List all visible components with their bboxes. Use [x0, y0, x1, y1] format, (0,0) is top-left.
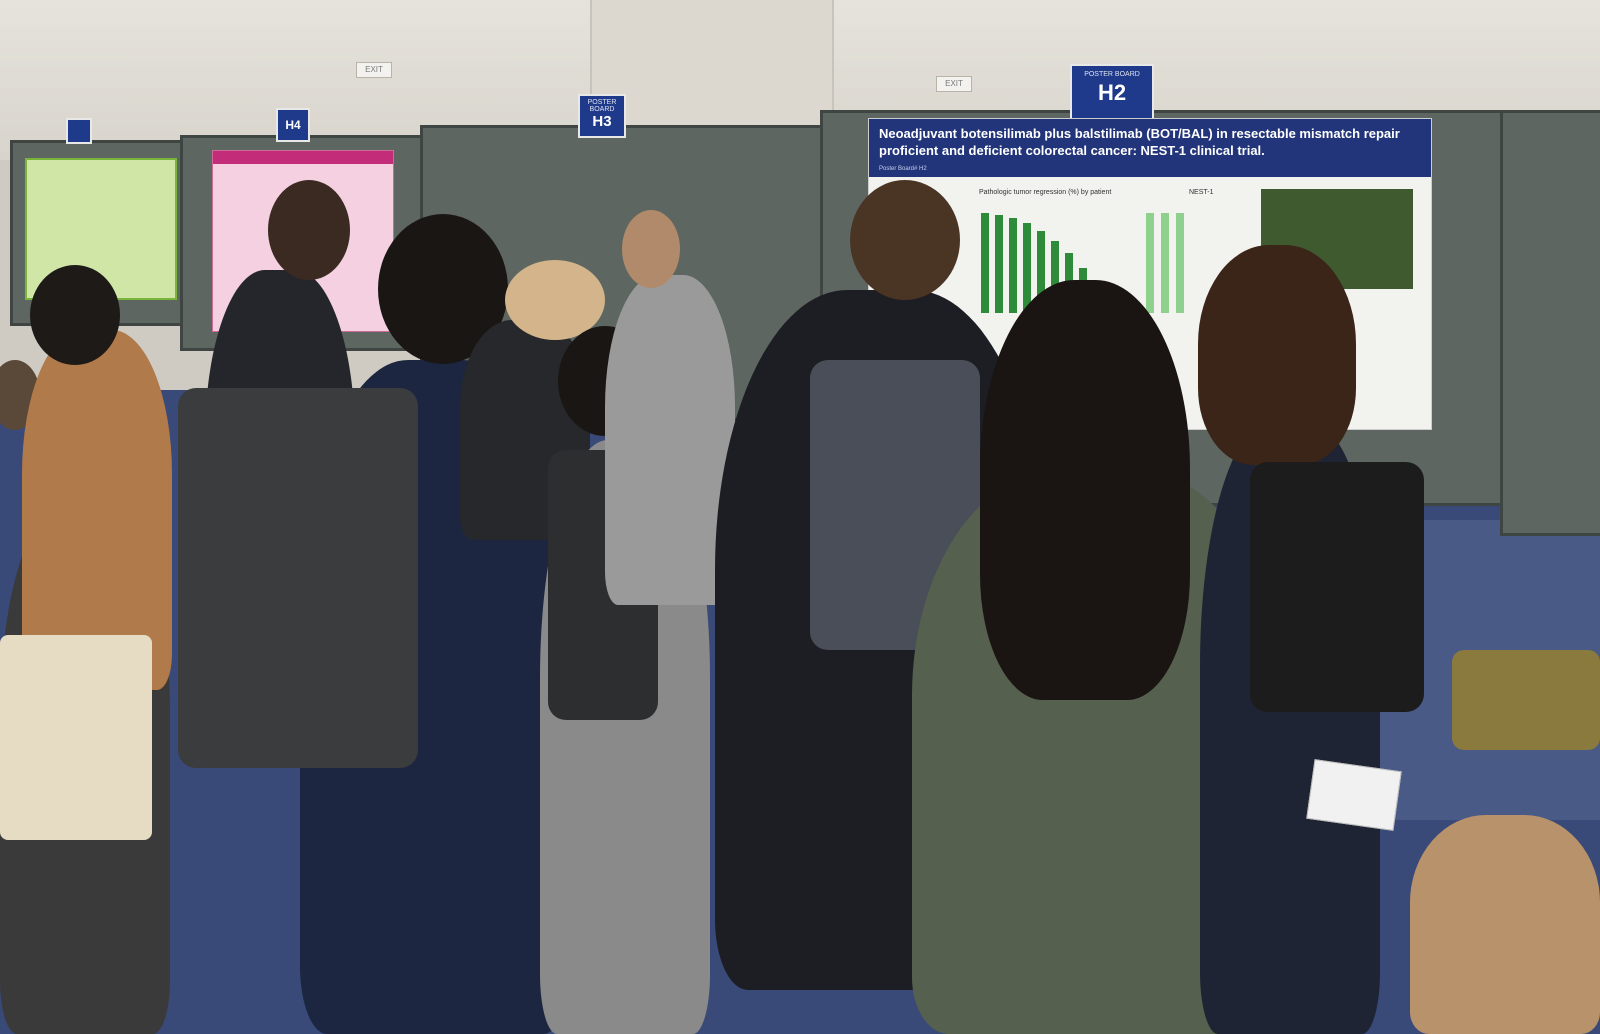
exit-sign: EXIT — [356, 62, 392, 78]
person-head — [622, 210, 680, 288]
poster-section-label: NEST-1 — [1189, 189, 1214, 196]
person-tan-coat — [22, 330, 172, 690]
person-head — [1198, 245, 1356, 465]
person-head — [30, 265, 120, 365]
poster-board-right — [1500, 110, 1600, 536]
leather-backpack — [1250, 462, 1424, 712]
poster-bar — [1051, 241, 1059, 313]
wall-pillar — [590, 0, 834, 140]
poster-bar — [1161, 213, 1169, 313]
poster-board-number: Poster Board# H2 — [879, 166, 927, 172]
board-sign-h4: H4 — [276, 108, 310, 142]
board-sign-small — [66, 118, 92, 144]
presenter-gray-suit — [605, 275, 735, 605]
board-sign-h2-label: H2 — [1097, 80, 1127, 105]
board-sign-h3-label: H3 — [592, 113, 612, 130]
poster-green — [25, 158, 177, 300]
poster-title: Neoadjuvant botensilimab plus balstilima… — [869, 119, 1431, 165]
bag-on-floor — [1452, 650, 1600, 750]
person-long-hair — [980, 280, 1190, 700]
poster-bar — [981, 213, 989, 313]
poster-bar — [1023, 223, 1031, 313]
poster-bar — [1009, 218, 1017, 313]
poster-pink-header — [213, 151, 393, 164]
gray-backpack — [178, 388, 418, 768]
exit-sign-right: EXIT — [936, 76, 972, 92]
person-foreground-right — [1410, 815, 1600, 1034]
papers-on-floor — [1306, 759, 1402, 831]
person-head — [268, 180, 350, 280]
person-head — [505, 260, 605, 340]
board-sign-h2: POSTER BOARD H2 — [1070, 64, 1154, 124]
poster-board-label: Poster Board# H2 — [869, 165, 1431, 177]
board-sign-h3-caption: POSTER BOARD — [587, 99, 617, 113]
poster-bar — [1146, 213, 1154, 313]
board-sign-h2-caption: POSTER BOARD — [1084, 71, 1140, 78]
board-sign-h3: POSTER BOARD H3 — [578, 94, 626, 138]
person-head — [850, 180, 960, 300]
poster-bar — [1176, 213, 1184, 313]
board-sign-h4-label: H4 — [285, 118, 301, 132]
poster-bar — [1037, 231, 1045, 313]
poster-chart-title: Pathologic tumor regression (%) by patie… — [979, 189, 1112, 196]
handbag — [0, 635, 152, 840]
poster-bar — [995, 215, 1003, 313]
